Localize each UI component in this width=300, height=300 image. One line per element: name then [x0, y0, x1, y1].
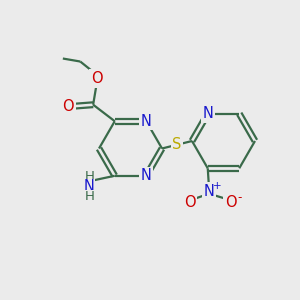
- Text: -: -: [237, 191, 242, 204]
- Text: N: N: [84, 179, 95, 194]
- Text: N: N: [141, 168, 152, 183]
- Text: O: O: [91, 71, 103, 86]
- Text: N: N: [204, 184, 215, 199]
- Text: O: O: [225, 195, 237, 210]
- Text: S: S: [172, 137, 182, 152]
- Text: N: N: [202, 106, 213, 121]
- Text: O: O: [184, 195, 196, 210]
- Text: H: H: [84, 190, 94, 203]
- Text: H: H: [84, 170, 94, 183]
- Text: O: O: [62, 99, 74, 114]
- Text: +: +: [213, 181, 222, 191]
- Text: N: N: [141, 114, 152, 129]
